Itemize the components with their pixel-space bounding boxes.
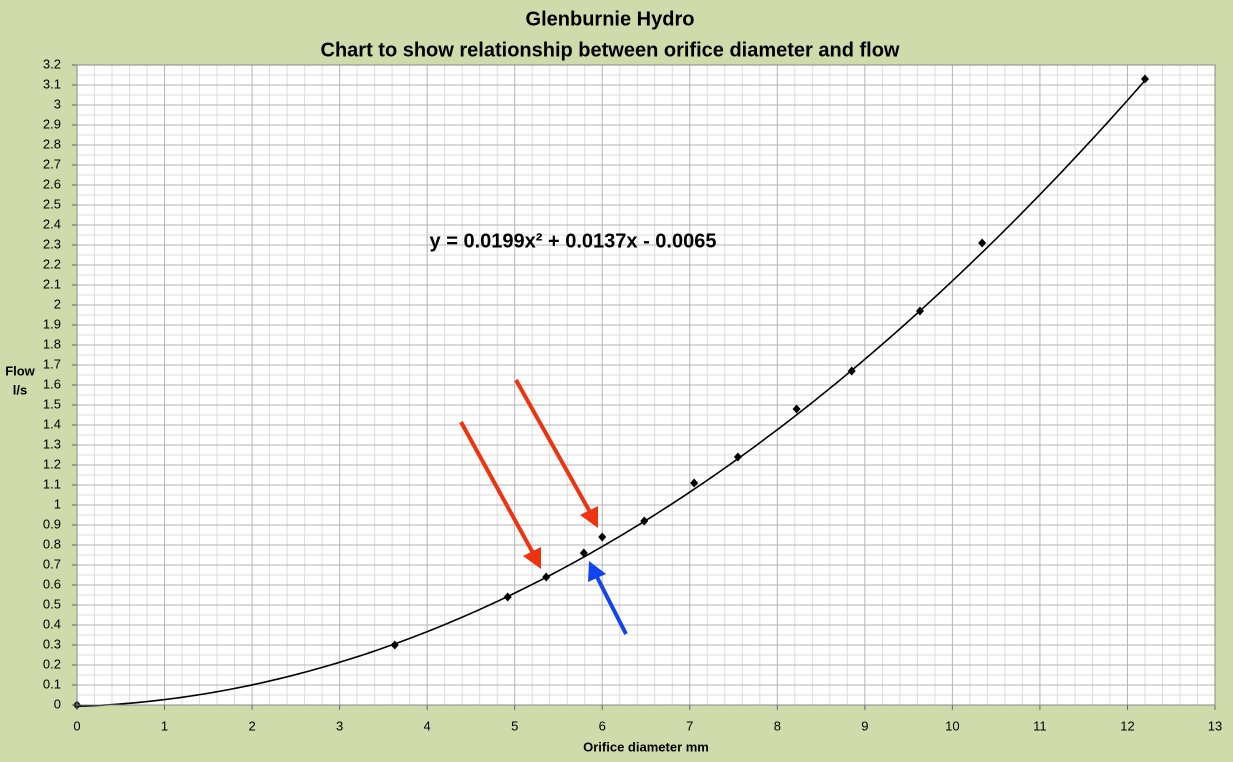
x-tick-label: 7: [686, 718, 693, 733]
arrow: [514, 379, 592, 513]
y-tick-label: 2.7: [43, 156, 61, 171]
data-point: [640, 516, 649, 526]
y-tick-label: 0.2: [43, 656, 61, 671]
arrow-head: [523, 547, 541, 569]
y-tick-label: 1: [54, 496, 61, 511]
plot-border: [76, 64, 1216, 706]
x-tick-label: 6: [599, 718, 606, 733]
y-tick-label: 2.8: [43, 136, 61, 151]
y-tick-label: 0.8: [43, 536, 61, 551]
x-tick-label: 2: [248, 718, 255, 733]
y-tick-label: 0.9: [43, 516, 61, 531]
y-tick-label: 0.4: [43, 616, 61, 631]
x-tick-label: 8: [774, 718, 781, 733]
y-tick-label: 1.6: [43, 376, 61, 391]
data-point: [792, 404, 801, 414]
data-point: [733, 452, 742, 462]
y-tick-label: 2.5: [43, 196, 61, 211]
y-tick-label: 1.3: [43, 436, 61, 451]
x-tick-label: 3: [336, 718, 343, 733]
y-tick-label: 2.9: [43, 116, 61, 131]
y-tick-label: 0: [54, 696, 61, 711]
y-tick-label: 1.4: [43, 416, 61, 431]
y-tick-label: 1.1: [43, 476, 61, 491]
y-tick-label: 1.8: [43, 336, 61, 351]
data-point: [1140, 74, 1149, 84]
y-tick-label: 0.7: [43, 556, 61, 571]
y-tick-label: 3: [54, 96, 61, 111]
y-axis-label: l/s: [13, 382, 27, 397]
x-tick-label: 12: [1120, 718, 1134, 733]
y-tick-label: 1.5: [43, 396, 61, 411]
y-tick-label: 2.2: [43, 256, 61, 271]
x-tick-label: 1: [161, 718, 168, 733]
y-tick-label: 0.1: [43, 676, 61, 691]
trendline: [76, 79, 1146, 708]
x-tick-label: 5: [511, 718, 518, 733]
arrow-head: [580, 506, 598, 528]
x-tick-label: 9: [861, 718, 868, 733]
x-tick-label: 11: [1033, 718, 1047, 733]
y-tick-label: 3.2: [43, 56, 61, 71]
data-point: [847, 366, 856, 376]
y-axis-label: Flow: [5, 363, 35, 378]
arrow: [595, 576, 628, 635]
y-tick-label: 0.3: [43, 636, 61, 651]
y-tick-label: 2.4: [43, 216, 61, 231]
y-tick-label: 1.2: [43, 456, 61, 471]
y-tick-label: 2: [54, 296, 61, 311]
data-point: [542, 572, 551, 582]
y-tick-label: 3.1: [43, 76, 61, 91]
data-point: [503, 592, 512, 602]
x-tick-label: 10: [945, 718, 959, 733]
y-tick-label: 0.5: [43, 596, 61, 611]
y-tick-label: 2.1: [43, 276, 61, 291]
x-tick-label: 0: [73, 718, 80, 733]
x-tick-label: 13: [1208, 718, 1222, 733]
data-point: [579, 548, 588, 558]
data-point: [390, 640, 399, 650]
data-point: [978, 238, 987, 248]
y-tick-label: 1.9: [43, 316, 61, 331]
arrow: [459, 421, 535, 554]
arrow-head: [588, 561, 606, 582]
y-tick-label: 2.3: [43, 236, 61, 251]
data-point: [690, 478, 699, 488]
y-tick-label: 0.6: [43, 576, 61, 591]
chart-title: Glenburnie Hydro: [526, 8, 695, 30]
annotation-arrows: [459, 379, 628, 635]
chart-subtitle: Chart to show relationship between orifi…: [321, 39, 900, 61]
data-point: [915, 306, 924, 316]
x-axis-label: Orifice diameter mm: [583, 739, 709, 754]
trendline-equation: y = 0.0199x² + 0.0137x - 0.0065: [430, 230, 717, 252]
data-point: [598, 532, 607, 542]
y-tick-label: 2.6: [43, 176, 61, 191]
x-tick-label: 4: [424, 718, 431, 733]
y-tick-label: 1.7: [43, 356, 61, 371]
